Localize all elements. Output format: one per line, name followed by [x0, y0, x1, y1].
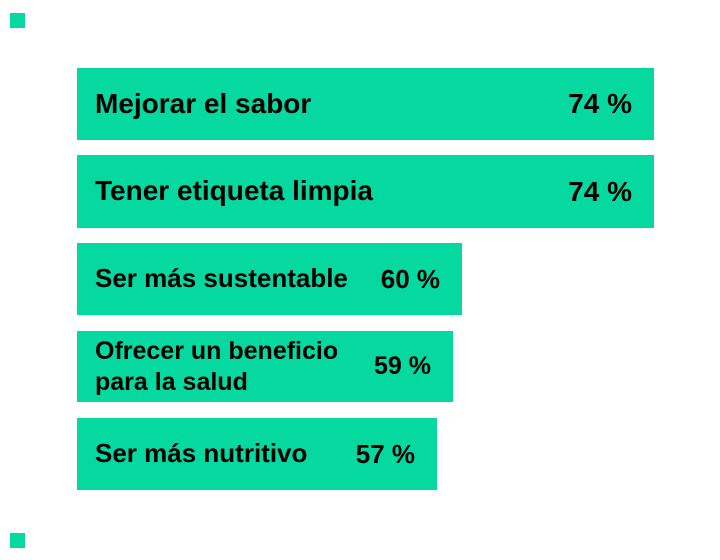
- accent-square-bottom-left: [10, 533, 25, 548]
- bar-value-label: 59 %: [374, 352, 431, 380]
- bar-value-label: 74 %: [568, 88, 632, 119]
- bar-value-label: 57 %: [355, 438, 415, 469]
- bar-label: Tener etiqueta limpia: [95, 175, 373, 207]
- bar-ser-mas-nutritivo: Ser más nutritivo 57 %: [77, 418, 437, 490]
- bar-label: Ser más nutritivo: [95, 438, 308, 469]
- bar-ser-mas-sustentable: Ser más sustentable 60 %: [77, 243, 462, 315]
- bar-ofrecer-un-beneficio-para-la-salud: Ofrecer un beneficio para la salud 59 %: [77, 331, 453, 402]
- bar-value-label: 60 %: [380, 263, 440, 294]
- accent-square-top-left: [10, 13, 25, 28]
- bar-mejorar-el-sabor: Mejorar el sabor 74 %: [77, 68, 654, 140]
- bar-label: Mejorar el sabor: [95, 87, 312, 119]
- bar-value-label: 74 %: [568, 175, 632, 207]
- bar-label: Ofrecer un beneficio para la salud: [95, 337, 339, 396]
- bar-label: Ser más sustentable: [95, 263, 348, 294]
- bar-chart: Mejorar el sabor 74 % Tener etiqueta lim…: [77, 68, 654, 490]
- bar-tener-etiqueta-limpia: Tener etiqueta limpia 74 %: [77, 155, 654, 228]
